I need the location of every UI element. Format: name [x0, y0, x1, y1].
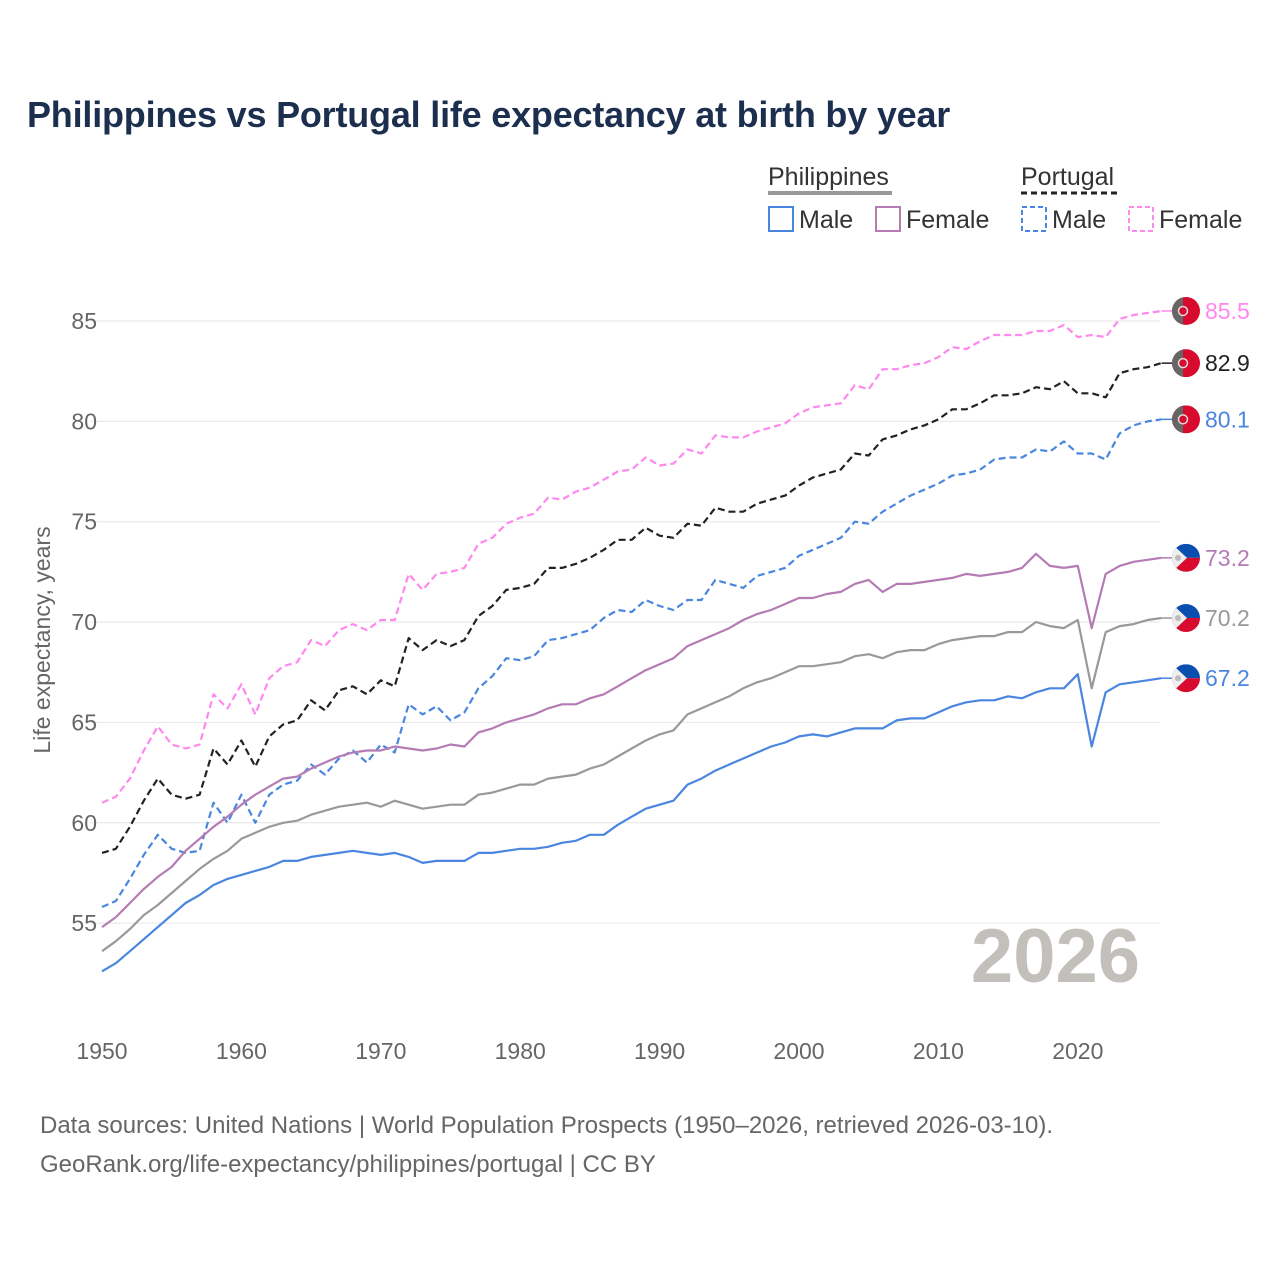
end-markers: 85.5 82.9 80.1 73.2 70.2 67.2: [1161, 296, 1250, 693]
series-lines: [101, 309, 1162, 973]
series-line-portugal-female: [101, 309, 1162, 804]
x-tick-label: 1950: [76, 1038, 127, 1064]
legend-group-philippines: Philippines: [768, 163, 889, 191]
series-line-philippines-male: [101, 673, 1162, 973]
portugal-flag-icon: [1172, 296, 1200, 325]
legend-swatch-portugal-male: [1021, 206, 1047, 232]
philippines-flag-icon: [1172, 543, 1200, 572]
x-tick-label: 2000: [773, 1038, 824, 1064]
series-line-philippines: [101, 616, 1162, 953]
legend-swatch-portugal-female: [1128, 206, 1154, 232]
series-line-portugal: [101, 362, 1162, 854]
y-tick-label: 65: [71, 709, 97, 735]
portugal-flag-icon: [1172, 405, 1200, 434]
series-line-philippines-female: [101, 552, 1162, 928]
legend-philippines-female: Female: [906, 206, 989, 234]
x-tick-label: 1970: [355, 1038, 406, 1064]
source-note: Data sources: United Nations | World Pop…: [40, 1106, 1053, 1184]
x-tick-label: 1990: [634, 1038, 685, 1064]
legend-portugal-female: Female: [1159, 206, 1242, 234]
philippines-flag-icon: [1172, 604, 1200, 633]
source-line-2[interactable]: GeoRank.org/life-expectancy/philippines/…: [40, 1151, 656, 1178]
series-line-portugal-male: [101, 418, 1162, 909]
portugal-flag-icon: [1172, 349, 1200, 378]
legend-portugal-male: Male: [1052, 206, 1106, 234]
philippines-flag-icon: [1172, 664, 1200, 693]
legend-group-portugal: Portugal: [1021, 163, 1114, 191]
end-value-label-portugal: 82.9: [1205, 350, 1250, 376]
legend-swatch-philippines-male: [768, 206, 794, 232]
end-value-label-portugal-female: 85.5: [1205, 298, 1250, 324]
chart-title: Philippines vs Portugal life expectancy …: [27, 94, 951, 135]
legend: Philippines Male Female Portugal Male Fe…: [768, 163, 1242, 234]
y-axis-label: Life expectancy, years: [29, 526, 55, 753]
y-tick-label: 60: [71, 810, 97, 836]
y-tick-label: 70: [71, 609, 97, 635]
end-value-label-philippines-female: 73.2: [1205, 545, 1250, 571]
legend-swatch-philippines-female: [875, 206, 901, 232]
x-tick-label: 1960: [216, 1038, 267, 1064]
gridlines: [90, 320, 1160, 924]
end-value-label-philippines: 70.2: [1205, 605, 1250, 631]
x-axis-ticks: 1950 1960 1970 1980 1990 2000 2010 2020: [76, 1038, 1103, 1064]
x-tick-label: 1980: [495, 1038, 546, 1064]
y-tick-label: 85: [71, 308, 97, 334]
x-tick-label: 2010: [913, 1038, 964, 1064]
end-value-label-portugal-male: 80.1: [1205, 406, 1250, 432]
y-axis-ticks: 55 60 65 70 75 80 85: [71, 308, 97, 936]
y-tick-label: 80: [71, 408, 97, 434]
y-tick-label: 75: [71, 509, 97, 535]
source-line-1: Data sources: United Nations | World Pop…: [40, 1112, 1054, 1139]
end-value-label-philippines-male: 67.2: [1205, 665, 1250, 691]
y-tick-label: 55: [71, 910, 97, 936]
year-watermark: 2026: [971, 914, 1140, 999]
x-tick-label: 2020: [1052, 1038, 1103, 1064]
legend-philippines-male: Male: [799, 206, 853, 234]
